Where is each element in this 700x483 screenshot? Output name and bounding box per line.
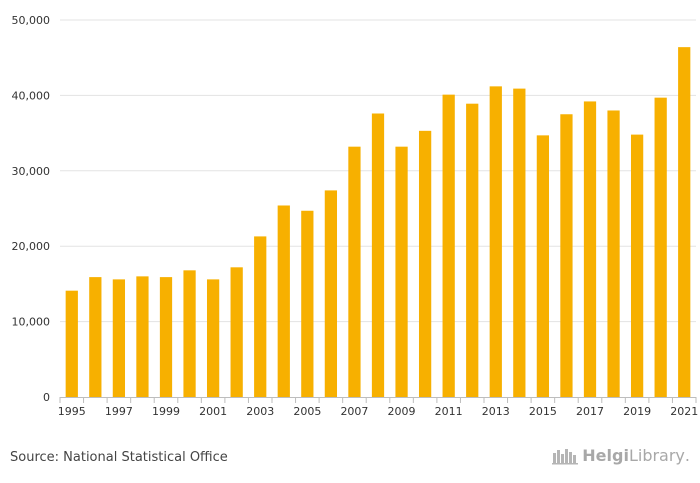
x-tick-label: 2015 (529, 405, 557, 418)
y-tick-label: 50,000 (12, 14, 51, 27)
bar-2007 (348, 146, 361, 397)
x-tick-label: 2021 (670, 405, 698, 418)
library-icon (552, 448, 579, 464)
bar-2008 (371, 113, 385, 397)
x-tick-label: 2017 (576, 405, 604, 418)
x-tick-label: 2011 (435, 405, 463, 418)
bar-2004 (277, 205, 290, 397)
x-tick-label: 2013 (482, 405, 510, 418)
y-tick-label: 10,000 (12, 316, 51, 329)
bar-2005 (301, 210, 314, 397)
bar-2006 (324, 190, 338, 397)
bar-2011 (442, 94, 455, 397)
bar-1996 (89, 277, 102, 397)
x-tick-label: 1995 (58, 405, 86, 418)
bar-2018 (607, 110, 620, 397)
bar-1999 (159, 277, 173, 397)
bar-1998 (136, 276, 149, 397)
axes: 0 10,000 20,000 30,000 40,000 50,000 1995 1997 1… (12, 14, 699, 418)
bars (65, 47, 691, 398)
x-tick-label: 1999 (152, 405, 180, 418)
bar-2000 (183, 270, 196, 397)
y-tick-label: 0 (43, 391, 50, 404)
bar-chart: 0 10,000 20,000 30,000 40,000 50,000 1995 1997 1… (12, 14, 699, 418)
bar-2002 (230, 267, 243, 397)
bar-2015 (536, 135, 550, 397)
logo-text-bold: Helgi (582, 446, 629, 465)
bar-2014 (513, 88, 526, 397)
y-tick-label: 40,000 (12, 89, 51, 102)
x-tick-label: 2001 (199, 405, 227, 418)
y-tick-label: 30,000 (12, 165, 51, 178)
bar-2003 (254, 236, 267, 397)
x-tick-label: 2019 (623, 405, 651, 418)
bar-2016 (560, 114, 573, 397)
bar-2019 (630, 134, 644, 397)
x-tick-label: 2007 (340, 405, 368, 418)
helgi-library-logo: Helgi Library. (552, 446, 690, 465)
bar-1995 (65, 290, 78, 397)
x-tick-label: 2009 (388, 405, 416, 418)
bar-2012 (466, 103, 479, 397)
logo-text: Library (628, 446, 685, 465)
bar-2001 (206, 279, 220, 397)
x-tick-label: 2005 (293, 405, 321, 418)
bar-2013 (489, 86, 502, 398)
x-tick-label: 2003 (246, 405, 274, 418)
bar-2017 (583, 101, 597, 397)
x-tick-label: 1997 (105, 405, 133, 418)
y-tick-label: 20,000 (12, 240, 51, 253)
bar-2010 (418, 130, 432, 397)
source-note: Source: National Statistical Office (10, 450, 228, 465)
logo-dot: . (684, 446, 690, 465)
bar-2021 (678, 47, 691, 397)
bar-2009 (395, 146, 408, 397)
bar-2020 (654, 97, 667, 398)
bar-1997 (112, 279, 126, 397)
